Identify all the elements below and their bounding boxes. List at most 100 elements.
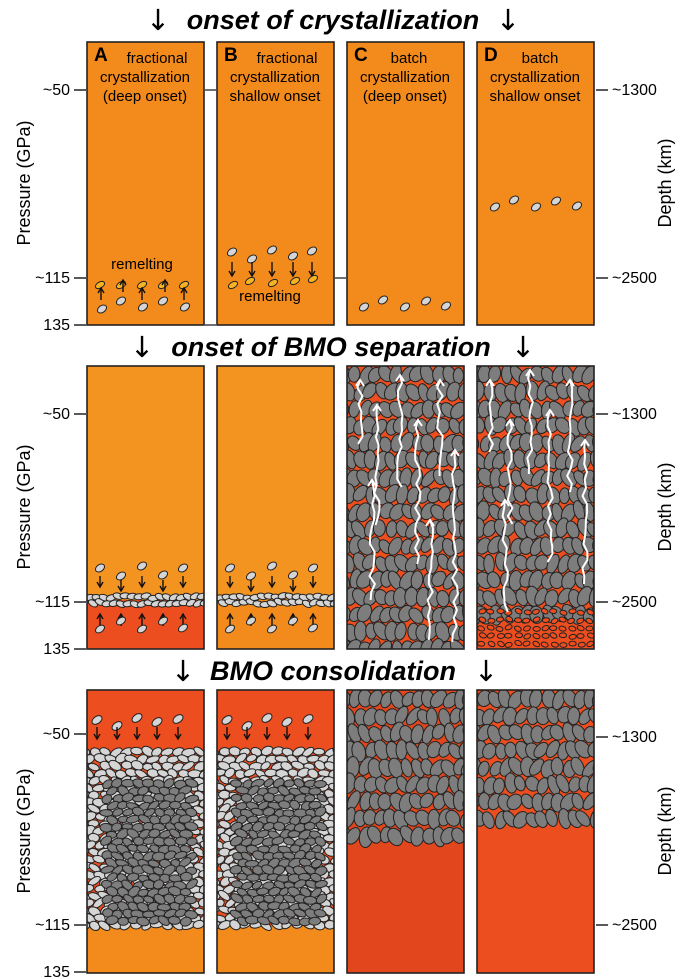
crystal xyxy=(334,806,346,815)
melt-droplet xyxy=(576,624,585,632)
crystal xyxy=(179,916,192,927)
crystal xyxy=(111,822,123,832)
crystal xyxy=(136,916,150,927)
panel-label-line1: batch xyxy=(522,50,559,67)
melt-droplet xyxy=(514,607,523,615)
upward-arrow-icon xyxy=(372,403,382,412)
arrowhead-icon xyxy=(263,733,271,741)
crystal xyxy=(333,862,334,872)
panel-label-line1: fractional xyxy=(257,50,318,67)
stage-header-bmo-consolidation: ↓ BMO consolidation ↓ xyxy=(171,654,498,688)
pressure-tick: ~115 xyxy=(35,594,70,611)
crystal xyxy=(288,787,303,796)
depth-tick: ~1300 xyxy=(612,82,657,99)
arrowhead-icon xyxy=(138,581,146,589)
crystal xyxy=(508,195,520,205)
crystal xyxy=(594,723,607,742)
panel-row1-a: A fractional crystallization (deep onset… xyxy=(86,41,205,326)
melt-droplet xyxy=(568,608,577,615)
crystal xyxy=(217,818,220,829)
crystal xyxy=(571,792,584,810)
crystal xyxy=(488,366,502,383)
crystal xyxy=(136,844,150,854)
melt-channel xyxy=(546,409,554,563)
upward-arrow-icon xyxy=(580,438,590,447)
crystal xyxy=(108,759,122,772)
melt-droplet xyxy=(541,617,551,624)
crystal xyxy=(282,894,296,904)
crystal xyxy=(358,302,370,312)
arrowhead-icon xyxy=(268,581,276,589)
crystal xyxy=(137,624,147,634)
crystal xyxy=(574,739,592,759)
arrowhead-icon xyxy=(283,733,291,741)
melt-channel xyxy=(356,379,364,445)
crystal xyxy=(179,871,193,882)
crystal xyxy=(157,570,169,580)
crystal xyxy=(570,756,585,776)
crystal xyxy=(587,741,594,758)
panel-frame xyxy=(86,365,205,650)
crystal xyxy=(452,367,464,385)
crystal xyxy=(198,811,204,821)
panel-row2-b xyxy=(216,365,335,650)
melt-droplet xyxy=(505,615,514,623)
pressure-tick: 135 xyxy=(43,964,70,979)
melt-droplet xyxy=(514,632,524,639)
crystal xyxy=(283,908,296,918)
crystal xyxy=(183,895,197,905)
crystal xyxy=(328,769,334,779)
crystal xyxy=(246,254,258,264)
crystal xyxy=(440,301,452,311)
down-arrow-icon: ↓ xyxy=(474,654,498,688)
crystal xyxy=(333,761,334,771)
crystal xyxy=(96,304,108,314)
crystal xyxy=(533,741,549,759)
crystal xyxy=(174,836,188,846)
melt-channel xyxy=(373,404,381,526)
arrowhead-icon xyxy=(309,612,317,620)
crystal xyxy=(91,715,103,725)
crystal xyxy=(89,920,101,931)
melt-droplet xyxy=(495,625,504,632)
crystal xyxy=(575,810,591,827)
melt-droplet xyxy=(567,617,576,625)
crystal xyxy=(272,865,286,876)
crystal xyxy=(260,745,274,756)
crystal xyxy=(583,690,594,709)
basal-magma-ocean xyxy=(87,926,204,973)
crystal xyxy=(225,624,235,634)
arrowhead-icon xyxy=(243,733,251,741)
crystal xyxy=(202,878,204,887)
crystal xyxy=(101,794,113,805)
crystal xyxy=(405,741,421,760)
crystal xyxy=(116,616,126,626)
arrowhead-icon xyxy=(133,733,141,741)
crystal xyxy=(260,761,271,771)
panel-letter: D xyxy=(484,45,498,66)
panel-frame xyxy=(86,41,205,326)
crystal xyxy=(459,811,464,829)
arrowhead-icon xyxy=(226,612,234,620)
crystal xyxy=(230,893,244,904)
melt-droplet xyxy=(550,641,559,648)
crystal xyxy=(261,713,273,723)
melt-droplet xyxy=(486,608,495,615)
crystal xyxy=(508,724,524,741)
crystal xyxy=(513,554,529,571)
upward-arrow-icon xyxy=(395,373,405,382)
crystal xyxy=(308,623,318,633)
arrowhead-icon xyxy=(119,278,127,286)
crystal xyxy=(334,820,347,829)
crystal xyxy=(587,708,594,726)
crystal xyxy=(333,834,334,844)
crystal xyxy=(592,536,594,554)
panel-row1-b: B fractional crystallization shallow ons… xyxy=(216,41,335,326)
crystal xyxy=(173,851,188,860)
panel-label-line1: fractional xyxy=(127,50,188,67)
crystal xyxy=(593,366,609,386)
crystal xyxy=(157,296,169,306)
melt-droplet xyxy=(550,617,559,625)
melt-droplet xyxy=(540,608,549,615)
crystal xyxy=(581,366,594,385)
